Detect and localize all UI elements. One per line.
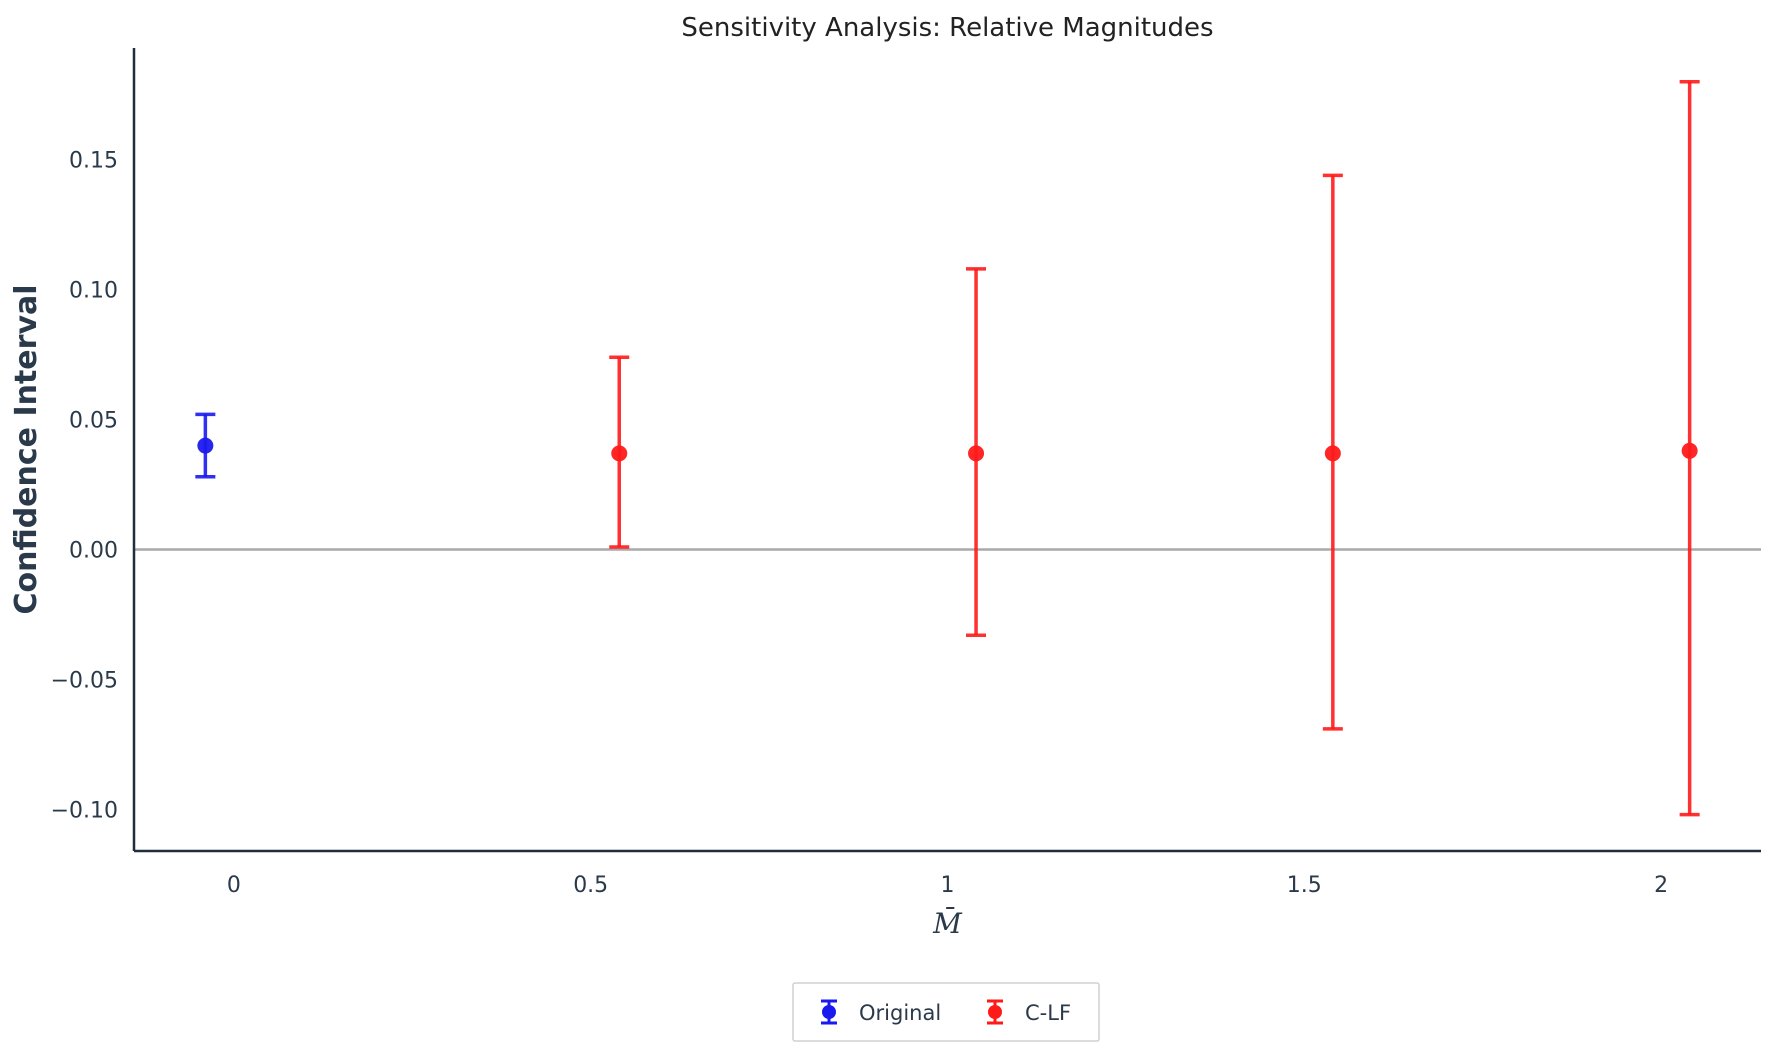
x-tick-label: 0 — [227, 873, 241, 898]
x-tick-label: 0.5 — [573, 873, 608, 898]
x-axis-label: M̄ — [932, 906, 963, 940]
legend-label: Original — [859, 1001, 941, 1025]
y-tick-label: −0.05 — [51, 668, 118, 693]
legend: Original C-LF — [792, 982, 1100, 1042]
x-tick-label: 1 — [941, 873, 955, 898]
y-tick-label: 0.10 — [69, 279, 118, 304]
data-point — [1324, 445, 1341, 462]
series-original — [195, 412, 216, 479]
y-tick-label: 0.05 — [69, 409, 118, 434]
data-point — [197, 437, 214, 454]
plot-area: −0.10 −0.05 0.00 0.05 0.10 0.15 0 0.5 1 1.5 2 — [51, 48, 1761, 898]
y-tick-label: 0.00 — [69, 539, 118, 564]
series-c-lf — [609, 80, 1700, 817]
data-point — [611, 445, 628, 462]
x-tick-label: 1.5 — [1287, 873, 1322, 898]
legend-marker-point — [988, 1005, 1002, 1019]
y-tick-label: 0.15 — [69, 149, 118, 174]
y-axis-label: Confidence Interval — [9, 284, 44, 614]
data-point — [968, 445, 985, 462]
legend-box — [792, 982, 1100, 1042]
legend-label: C-LF — [1025, 1001, 1071, 1025]
y-tick-label: −0.10 — [51, 798, 118, 823]
x-tick-label: 2 — [1654, 873, 1668, 898]
legend-marker-point — [822, 1005, 836, 1019]
data-point — [1681, 442, 1698, 459]
chart-title: Sensitivity Analysis: Relative Magnitude… — [681, 13, 1213, 43]
